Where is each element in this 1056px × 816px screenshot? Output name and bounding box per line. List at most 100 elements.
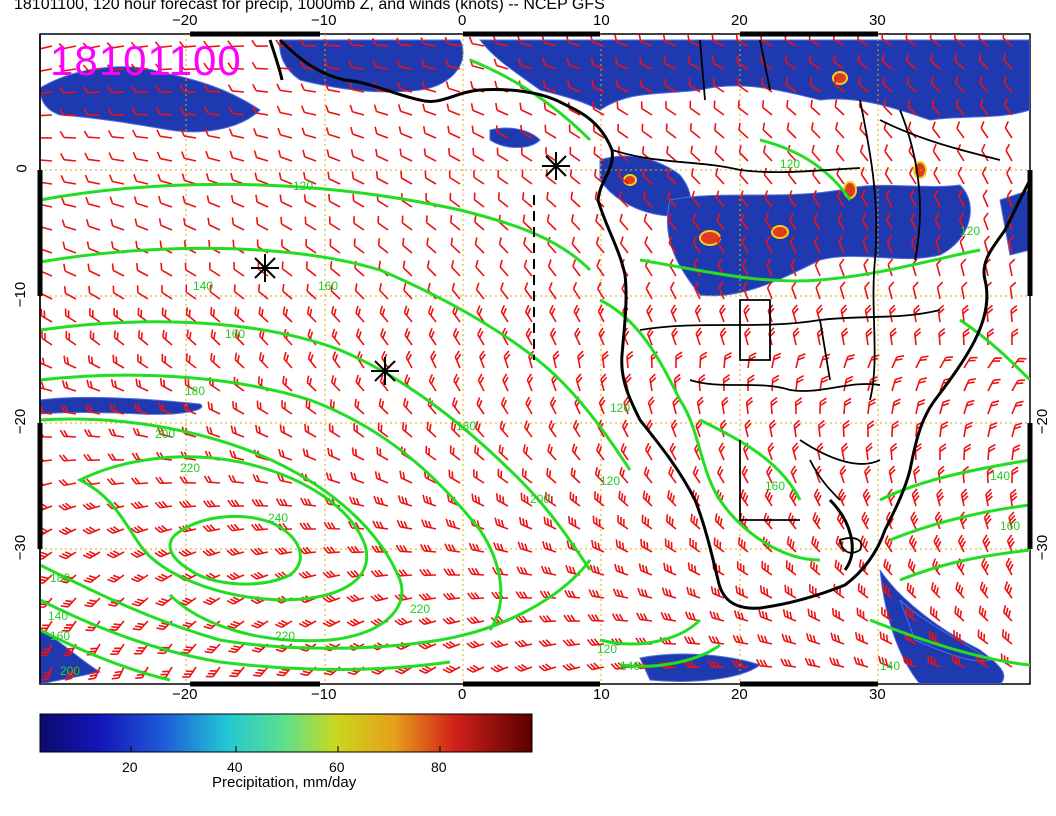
wind-barb: [786, 536, 797, 553]
wind-barb: [736, 55, 749, 70]
wind-barb: [87, 355, 101, 369]
wind-barb: [957, 534, 966, 553]
wind-barb: [731, 659, 749, 668]
wind-barb: [113, 307, 125, 323]
wind-barb: [40, 65, 53, 72]
wind-barb: [744, 419, 752, 438]
wind-barb: [735, 585, 749, 599]
wind-barb: [891, 398, 901, 415]
wind-barb: [830, 632, 845, 645]
wind-barb: [747, 352, 757, 369]
wind-barb: [130, 41, 149, 49]
wind-barb: [454, 350, 462, 369]
wind-barb: [395, 544, 413, 553]
wind-barb: [370, 569, 389, 578]
wind-barb: [348, 496, 365, 507]
wind-barb: [1006, 166, 1013, 185]
wind-barb: [811, 535, 821, 553]
wind-barb: [299, 39, 317, 47]
wind-barb: [933, 166, 941, 185]
wind-barb: [468, 36, 485, 47]
wind-barb: [346, 618, 365, 627]
wind-barb: [234, 352, 245, 369]
wind-barb: [857, 54, 869, 70]
wind-barb: [835, 122, 845, 139]
wind-barb: [891, 376, 903, 392]
wind-barb: [442, 592, 461, 601]
wind-barb: [497, 468, 509, 484]
wind-barb: [426, 237, 437, 254]
wind-barb: [300, 83, 317, 93]
wind-barb: [589, 564, 605, 576]
wind-barb: [1011, 400, 1024, 415]
wind-barb: [963, 378, 977, 392]
lat-label-left: −20: [12, 408, 30, 435]
wind-barb: [592, 515, 605, 530]
wind-barb: [853, 656, 869, 668]
wind-barb: [549, 304, 557, 323]
wind-barb: [275, 498, 293, 507]
wind-barb: [88, 666, 101, 681]
wind-barb: [274, 619, 293, 629]
wind-barb: [837, 212, 845, 231]
wind-barb: [182, 666, 197, 678]
wind-barb: [540, 565, 557, 576]
wind-barb: [939, 421, 949, 438]
wind-barb: [322, 570, 341, 579]
wind-barb: [306, 283, 317, 300]
wind-barb: [60, 404, 77, 415]
wind-barb: [524, 282, 533, 300]
wind-barb: [699, 351, 708, 369]
wind-barb: [203, 84, 221, 93]
wind-barb: [615, 539, 629, 553]
wind-barb: [154, 525, 173, 533]
wind-barb: [791, 442, 799, 461]
wind-barb: [909, 189, 917, 208]
wind-barb: [771, 374, 780, 392]
wind-barb: [641, 146, 653, 162]
wind-barb: [179, 84, 197, 93]
wind-barb: [712, 78, 725, 93]
wind-barb: [835, 535, 845, 553]
wind-barb: [840, 442, 849, 461]
wind-barb: [686, 586, 701, 599]
wind-barb: [467, 567, 485, 576]
wind-barb: [450, 421, 461, 438]
wind-barb: [691, 190, 701, 208]
wind-barb: [131, 107, 149, 116]
lon-label-bottom: 0: [458, 686, 467, 703]
wind-barb: [40, 131, 53, 139]
svg-text:160: 160: [318, 279, 338, 293]
colorbar-ticks: [130, 746, 441, 752]
wind-barb: [834, 559, 845, 576]
wind-barb: [954, 53, 965, 70]
wind-barb: [372, 60, 389, 70]
wind-barb: [572, 259, 581, 277]
wind-barb: [692, 236, 701, 254]
wind-barb: [418, 592, 437, 601]
lon-label-top: 30: [869, 12, 886, 29]
wind-barb: [449, 445, 461, 461]
wind-barb: [422, 126, 437, 139]
wind-barb: [939, 399, 951, 415]
date-stamp: 18101100: [50, 37, 242, 84]
wind-barb: [569, 491, 581, 507]
wind-barb: [812, 190, 821, 208]
wind-barb: [58, 502, 77, 511]
wind-barb: [84, 152, 101, 162]
wind-barb: [638, 34, 653, 47]
wind-barb: [684, 611, 701, 622]
wind-barb: [595, 213, 605, 231]
wind-barb: [570, 214, 581, 231]
wind-barb: [519, 102, 533, 116]
wind-barb: [669, 442, 677, 461]
wind-barb: [300, 666, 317, 677]
wind-barb: [987, 443, 996, 461]
wind-barb: [498, 237, 509, 254]
wind-barb: [229, 450, 245, 461]
wind-barb: [160, 262, 173, 277]
wind-barb: [687, 34, 701, 47]
wind-barb: [538, 663, 557, 672]
wind-barb: [494, 517, 509, 530]
wind-barb: [795, 353, 806, 369]
